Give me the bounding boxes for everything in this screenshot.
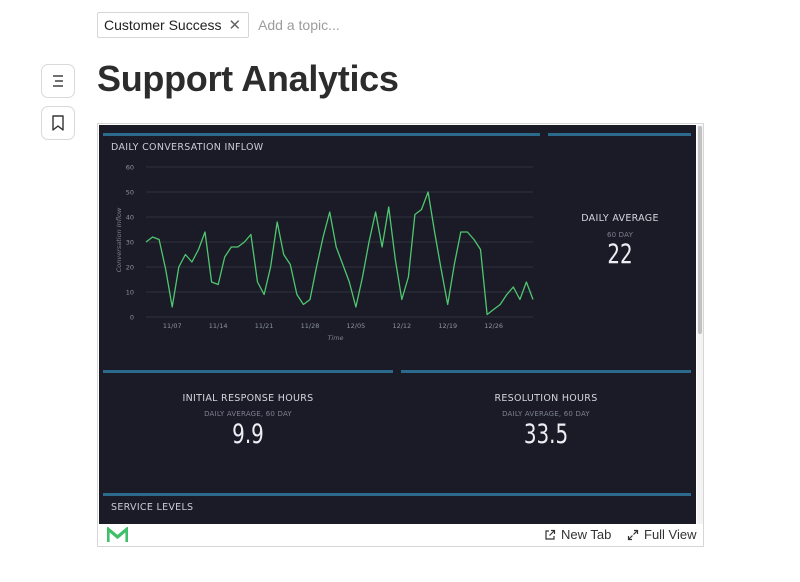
bookmark-icon [52, 115, 64, 131]
add-topic-input[interactable] [258, 17, 419, 33]
x-tick-label: 11/21 [255, 322, 274, 330]
y-tick-label: 0 [130, 314, 134, 322]
embedded-dashboard: DAILY CONVERSATION INFLOW 0 10 20 30 40 50 60 1… [97, 123, 704, 547]
x-tick-label: 12/05 [347, 322, 366, 330]
resolution-sub: DAILY AVERAGE, 60 DAY [502, 410, 590, 418]
dashboard-canvas: DAILY CONVERSATION INFLOW 0 10 20 30 40 50 60 1… [99, 125, 696, 524]
page-title: Support Analytics [97, 58, 399, 99]
inflow-chart-title: DAILY CONVERSATION INFLOW [111, 142, 264, 153]
metabase-logo-icon[interactable] [107, 527, 128, 543]
panel-divider [548, 133, 691, 136]
service-levels-title: SERVICE LEVELS [111, 502, 194, 513]
resolution-label: RESOLUTION HOURS [494, 393, 598, 404]
new-tab-link[interactable]: New Tab [544, 527, 611, 542]
bookmark-button[interactable] [41, 106, 75, 140]
initial-response-sub: DAILY AVERAGE, 60 DAY [204, 410, 292, 418]
full-view-link[interactable]: Full View [627, 527, 697, 542]
x-tick-label: 12/26 [484, 322, 503, 330]
x-tick-label: 11/14 [209, 322, 228, 330]
topic-chip-label: Customer Success [104, 17, 222, 33]
x-axis-title: Time [327, 334, 343, 342]
new-tab-label: New Tab [561, 527, 612, 542]
daily-average-value: 22 [607, 239, 633, 270]
full-view-label: Full View [644, 527, 697, 542]
daily-average-sub: 60 DAY [606, 231, 634, 239]
daily-average-label: DAILY AVERAGE [581, 213, 659, 224]
initial-response-value: 9.9 [232, 419, 264, 450]
embed-footer: New Tab Full View [99, 524, 703, 546]
scrollbar-thumb[interactable] [698, 126, 702, 334]
y-tick-label: 20 [126, 264, 134, 272]
y-tick-label: 30 [126, 239, 134, 247]
panel-divider [103, 133, 540, 136]
table-of-contents-button[interactable] [41, 64, 75, 98]
y-tick-label: 40 [126, 214, 134, 222]
panel-divider [103, 370, 393, 373]
y-tick-label: 60 [126, 164, 134, 172]
close-icon[interactable]: ✕ [228, 16, 242, 34]
external-link-icon [545, 529, 556, 540]
x-tick-label: 12/19 [438, 322, 457, 330]
dashboard-scrollbar[interactable] [697, 125, 703, 524]
x-tick-label: 11/28 [301, 322, 320, 330]
panel-divider [401, 370, 691, 373]
y-axis-title: Conversation Inflow [115, 207, 123, 272]
x-tick-label: 12/12 [392, 322, 411, 330]
panel-divider [103, 493, 691, 496]
topic-chip[interactable]: Customer Success ✕ [97, 12, 250, 38]
inflow-line-chart: 0 10 20 30 40 50 60 11/07 11/14 11/21 11/28 12/05 12… [115, 164, 534, 342]
series-line [145, 191, 534, 316]
resolution-value: 33.5 [523, 419, 569, 450]
topic-bar: Customer Success ✕ [97, 12, 419, 38]
y-tick-label: 50 [126, 189, 134, 197]
x-tick-label: 11/07 [163, 322, 182, 330]
initial-response-label: INITIAL RESPONSE HOURS [182, 393, 314, 404]
y-tick-label: 10 [126, 289, 134, 297]
list-icon [53, 75, 63, 87]
expand-icon [627, 529, 639, 540]
